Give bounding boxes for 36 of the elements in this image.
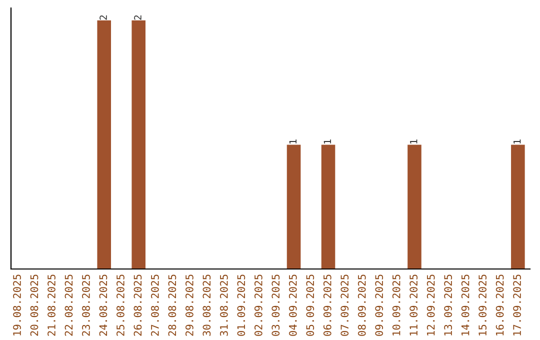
data-label: 1 [410,140,418,144]
x-tick-label: 06.09.2025 [323,274,332,336]
x-tick-label: 25.08.2025 [116,274,124,336]
x-tick-label: 12.09.2025 [426,274,435,336]
x-tick-label: 07.09.2025 [340,274,349,336]
x-tick-label: 14.09.2025 [461,274,470,336]
x-tick-label: 28.08.2025 [168,274,176,336]
x-tick-label: 16.09.2025 [496,274,504,336]
x-tick-label: 26.08.2025 [134,274,142,336]
x-tick-label: 10.09.2025 [392,274,400,336]
x-tick-label: 08.09.2025 [358,274,366,336]
x-tick-label: 27.08.2025 [151,274,159,336]
x-tick-label: 21.08.2025 [48,274,56,336]
x-tick-label: 04.09.2025 [288,274,297,336]
x-tick-label: 11.09.2025 [410,274,418,336]
x-tick-label: 19.08.2025 [13,274,21,336]
x-tick-label: 13.09.2025 [444,274,452,336]
x-tick-label: 24.08.2025 [99,274,108,336]
x-tick-label: 09.09.2025 [375,274,384,336]
x-tick-label: 20.08.2025 [30,274,38,336]
x-tick-label: 17.09.2025 [513,274,521,336]
data-label: 1 [289,140,296,144]
x-tick-label: 31.08.2025 [220,274,228,336]
data-label: 2 [100,15,107,20]
x-tick-label: 30.08.2025 [202,274,211,336]
x-tick-label: 23.08.2025 [82,274,90,336]
data-label: 1 [514,140,521,144]
x-tick-label: 03.09.2025 [272,274,280,336]
x-tick-label: 15.09.2025 [478,274,486,336]
x-tick-label: 02.09.2025 [254,274,262,336]
data-label: 2 [134,15,142,20]
x-tick-label: 29.08.2025 [185,274,194,336]
data-label: 1 [324,140,331,144]
x-tick-label: 05.09.2025 [306,274,314,336]
x-tick-label: 01.09.2025 [237,274,246,336]
x-tick-label: 22.08.2025 [64,274,73,336]
